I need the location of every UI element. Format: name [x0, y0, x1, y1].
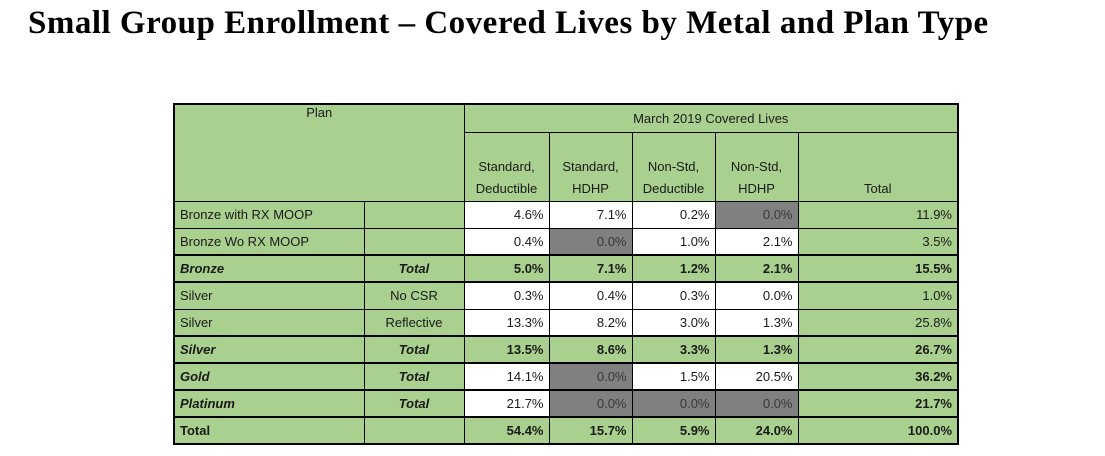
column-header-nonstd-deductible: Non-Std, Deductible	[631, 131, 716, 202]
column-header-line: Total	[864, 181, 892, 197]
value-cell: 5.9%	[631, 416, 716, 445]
value-cell: 15.7%	[548, 416, 633, 445]
total-cell: 11.9%	[797, 200, 959, 229]
plan-subtype-cell	[363, 200, 465, 229]
plan-subtype-cell	[363, 416, 465, 445]
column-header-total: Total	[797, 131, 959, 202]
value-cell: 2.1%	[714, 227, 799, 256]
plan-header-cell: Plan	[173, 103, 465, 202]
total-cell: 3.5%	[797, 227, 959, 256]
value-cell: 0.3%	[631, 281, 716, 310]
value-cell: 20.5%	[714, 362, 799, 391]
column-header-line: Deductible	[642, 181, 705, 197]
table-row: Bronze Wo RX MOOP 0.4% 0.0% 1.0% 2.1% 3.5%	[173, 227, 959, 256]
value-cell: 5.0%	[463, 254, 550, 283]
value-cell: 3.0%	[631, 308, 716, 337]
value-cell: 1.3%	[714, 335, 799, 364]
value-cell: 0.0%	[548, 389, 633, 418]
value-cell: 1.3%	[714, 308, 799, 337]
total-cell: 36.2%	[797, 362, 959, 391]
table-row: Platinum Total 21.7% 0.0% 0.0% 0.0% 21.7%	[173, 389, 959, 418]
table-header: Plan March 2019 Covered Lives Standard, …	[173, 103, 959, 202]
value-cell: 0.4%	[463, 227, 550, 256]
column-header-standard-deductible: Standard, Deductible	[463, 131, 550, 202]
value-cell: 0.0%	[548, 362, 633, 391]
page-title: Small Group Enrollment – Covered Lives b…	[28, 5, 989, 41]
value-cell: 0.0%	[631, 389, 716, 418]
plan-name-cell: Silver	[173, 281, 365, 310]
plan-name-cell: Bronze Wo RX MOOP	[173, 227, 365, 256]
plan-subtype-cell	[363, 227, 465, 256]
plan-subtype-cell: Total	[363, 389, 465, 418]
value-cell: 8.2%	[548, 308, 633, 337]
column-header-line: Non-Std,	[647, 159, 700, 175]
column-header-standard-hdhp: Standard, HDHP	[548, 131, 633, 202]
value-cell: 0.0%	[548, 227, 633, 256]
total-cell: 21.7%	[797, 389, 959, 418]
total-cell: 15.5%	[797, 254, 959, 283]
value-cell: 14.1%	[463, 362, 550, 391]
table-row: Silver No CSR 0.3% 0.4% 0.3% 0.0% 1.0%	[173, 281, 959, 310]
column-header-line: Non-Std,	[730, 159, 783, 175]
plan-subtype-cell: Total	[363, 362, 465, 391]
plan-subtype-cell: No CSR	[363, 281, 465, 310]
plan-name-cell: Gold	[173, 362, 365, 391]
value-cell: 24.0%	[714, 416, 799, 445]
total-cell: 26.7%	[797, 335, 959, 364]
covered-lives-group-header-cell: March 2019 Covered Lives	[463, 103, 959, 133]
value-cell: 0.2%	[631, 200, 716, 229]
plan-subtype-cell: Total	[363, 254, 465, 283]
table-row: Total 54.4% 15.7% 5.9% 24.0% 100.0%	[173, 416, 959, 445]
column-header-line: Deductible	[475, 181, 538, 197]
total-cell: 100.0%	[797, 416, 959, 445]
value-cell: 1.0%	[631, 227, 716, 256]
column-header-line: Standard,	[478, 159, 535, 175]
value-cell: 0.4%	[548, 281, 633, 310]
value-cell: 54.4%	[463, 416, 550, 445]
plan-subtype-cell: Reflective	[363, 308, 465, 337]
table-row: Bronze with RX MOOP 4.6% 7.1% 0.2% 0.0% 11.9%	[173, 200, 959, 229]
value-cell: 1.5%	[631, 362, 716, 391]
value-cell: 8.6%	[548, 335, 633, 364]
value-cell: 7.1%	[548, 200, 633, 229]
header-row-group: Plan March 2019 Covered Lives	[173, 103, 959, 202]
value-cell: 13.3%	[463, 308, 550, 337]
plan-name-cell: Silver	[173, 335, 365, 364]
value-cell: 0.0%	[714, 281, 799, 310]
table-row: Silver Total 13.5% 8.6% 3.3% 1.3% 26.7%	[173, 335, 959, 364]
value-cell: 7.1%	[548, 254, 633, 283]
table-row: Silver Reflective 13.3% 8.2% 3.0% 1.3% 25.8%	[173, 308, 959, 337]
column-header-line: Standard,	[562, 159, 619, 175]
value-cell: 1.2%	[631, 254, 716, 283]
plan-name-cell: Silver	[173, 308, 365, 337]
value-cell: 4.6%	[463, 200, 550, 229]
plan-name-cell: Bronze with RX MOOP	[173, 200, 365, 229]
value-cell: 3.3%	[631, 335, 716, 364]
enrollment-table: Plan March 2019 Covered Lives Standard, …	[173, 103, 959, 445]
column-header-line: HDHP	[572, 181, 609, 197]
value-cell: 0.0%	[714, 200, 799, 229]
value-cell: 0.3%	[463, 281, 550, 310]
plan-subtype-cell: Total	[363, 335, 465, 364]
column-header-nonstd-hdhp: Non-Std, HDHP	[714, 131, 799, 202]
value-cell: 21.7%	[463, 389, 550, 418]
column-header-line: HDHP	[738, 181, 775, 197]
table-row: Bronze Total 5.0% 7.1% 1.2% 2.1% 15.5%	[173, 254, 959, 283]
value-cell: 13.5%	[463, 335, 550, 364]
plan-name-cell: Platinum	[173, 389, 365, 418]
table-body: Bronze with RX MOOP 4.6% 7.1% 0.2% 0.0% 11.9%…	[173, 200, 959, 445]
value-cell: 0.0%	[714, 389, 799, 418]
table-row: Gold Total 14.1% 0.0% 1.5% 20.5% 36.2%	[173, 362, 959, 391]
total-cell: 1.0%	[797, 281, 959, 310]
total-cell: 25.8%	[797, 308, 959, 337]
value-cell: 2.1%	[714, 254, 799, 283]
plan-name-cell: Bronze	[173, 254, 365, 283]
plan-name-cell: Total	[173, 416, 365, 445]
header-row-columns: Standard, Deductible Standard, HDHP Non-…	[174, 131, 959, 202]
